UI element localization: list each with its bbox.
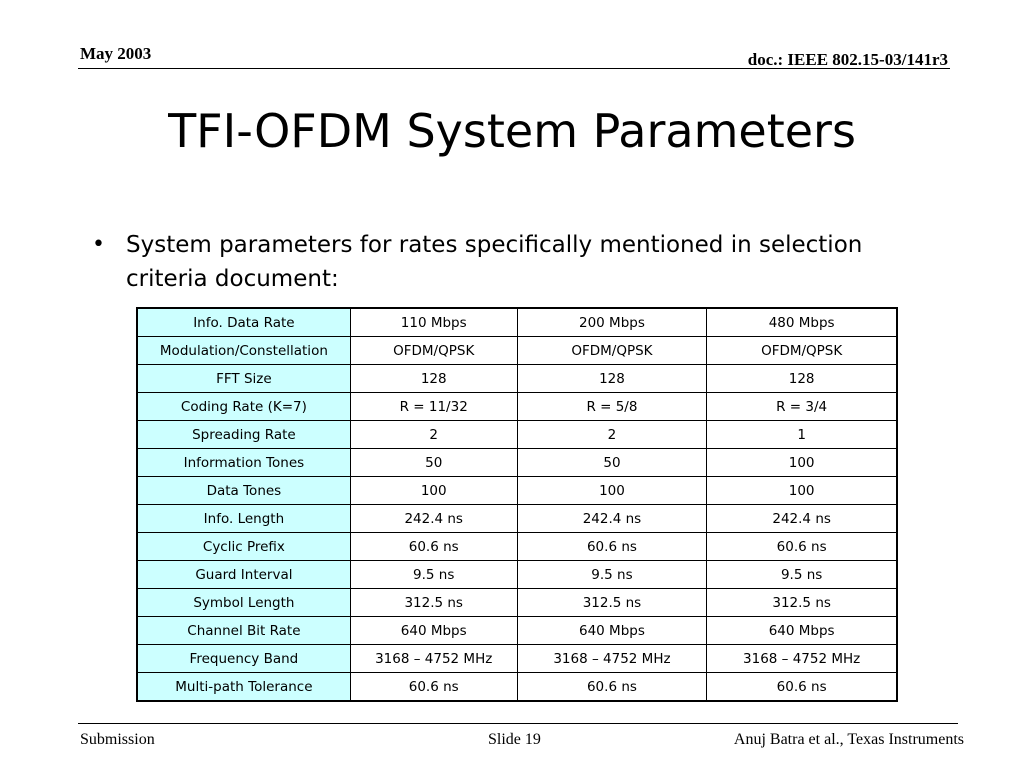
- table-cell: R = 5/8: [516, 392, 708, 421]
- table-cell: 60.6 ns: [349, 532, 518, 561]
- table-cell: 60.6 ns: [516, 532, 708, 561]
- table-row: Modulation/Constellation OFDM/QPSK OFDM/QP…: [136, 336, 898, 365]
- table-cell: 3168 – 4752 MHz: [706, 644, 898, 673]
- table-row: Info. Length 242.4 ns 242.4 ns 242.4 ns: [136, 504, 898, 533]
- table-cell: 3168 – 4752 MHz: [349, 644, 518, 673]
- table-cell: 100: [349, 476, 518, 505]
- table-cell: 60.6 ns: [349, 672, 518, 702]
- table-cell: 9.5 ns: [516, 560, 708, 589]
- table-cell: 242.4 ns: [706, 504, 898, 533]
- table-cell: OFDM/QPSK: [349, 336, 518, 365]
- row-label: Symbol Length: [136, 588, 351, 617]
- table-cell: 312.5 ns: [706, 588, 898, 617]
- footer-authors: Anuj Batra et al., Texas Instruments: [733, 731, 964, 748]
- row-label: Multi-path Tolerance: [136, 672, 351, 702]
- row-label: Cyclic Prefix: [136, 532, 351, 561]
- row-label: Info. Length: [136, 504, 351, 533]
- row-label: Data Tones: [136, 476, 351, 505]
- table-cell: 1: [706, 420, 898, 449]
- table-cell: 640 Mbps: [349, 616, 518, 645]
- table-cell: 60.6 ns: [706, 532, 898, 561]
- table-row: Frequency Band 3168 – 4752 MHz 3168 – 4752…: [136, 644, 898, 673]
- table-row: Information Tones 50 50 100: [136, 448, 898, 477]
- bullet-text: System parameters for rates specifically…: [126, 232, 863, 292]
- table-cell: 100: [706, 476, 898, 505]
- table-cell: 110 Mbps: [349, 307, 518, 337]
- table-cell: R = 11/32: [349, 392, 518, 421]
- table-cell: R = 3/4: [706, 392, 898, 421]
- row-label: Modulation/Constellation: [136, 336, 351, 365]
- table-row: Multi-path Tolerance 60.6 ns 60.6 ns 60.6 n…: [136, 672, 898, 702]
- table-cell: 2: [349, 420, 518, 449]
- table-cell: 242.4 ns: [516, 504, 708, 533]
- table-row: FFT Size 128 128 128: [136, 364, 898, 393]
- table-cell: OFDM/QPSK: [516, 336, 708, 365]
- row-label: Spreading Rate: [136, 420, 351, 449]
- table-cell: 312.5 ns: [349, 588, 518, 617]
- table-row: Guard Interval 9.5 ns 9.5 ns 9.5 ns: [136, 560, 898, 589]
- bullet-icon: •: [92, 232, 105, 257]
- header-doc-id: doc.: IEEE 802.15-03/141r3: [747, 50, 948, 69]
- table-row: Channel Bit Rate 640 Mbps 640 Mbps 640 Mbps: [136, 616, 898, 645]
- table-cell: 640 Mbps: [706, 616, 898, 645]
- row-label: FFT Size: [136, 364, 351, 393]
- header-divider: [78, 68, 950, 69]
- table-cell: 60.6 ns: [516, 672, 708, 702]
- table-cell: 480 Mbps: [706, 307, 898, 337]
- table-row: Spreading Rate 2 2 1: [136, 420, 898, 449]
- table-row: Coding Rate (K=7) R = 11/32 R = 5/8 R = 3/4: [136, 392, 898, 421]
- table-cell: 100: [706, 448, 898, 477]
- table-cell: 2: [516, 420, 708, 449]
- table-cell: OFDM/QPSK: [706, 336, 898, 365]
- table-cell: 60.6 ns: [706, 672, 898, 702]
- table-cell: 50: [516, 448, 708, 477]
- parameters-table-body: Info. Data Rate 110 Mbps 200 Mbps 480 Mbps M…: [136, 307, 898, 702]
- table-cell: 50: [349, 448, 518, 477]
- table-cell: 128: [349, 364, 518, 393]
- row-label: Guard Interval: [136, 560, 351, 589]
- table-row: Data Tones 100 100 100: [136, 476, 898, 505]
- footer-submission: Submission: [80, 731, 155, 748]
- table-cell: 100: [516, 476, 708, 505]
- table-cell: 9.5 ns: [706, 560, 898, 589]
- row-label: Channel Bit Rate: [136, 616, 351, 645]
- table-cell: 242.4 ns: [349, 504, 518, 533]
- table-row: Symbol Length 312.5 ns 312.5 ns 312.5 ns: [136, 588, 898, 617]
- table-cell: 128: [516, 364, 708, 393]
- footer-slide-number: Slide 19: [488, 731, 541, 748]
- table-cell: 3168 – 4752 MHz: [516, 644, 708, 673]
- table-cell: 128: [706, 364, 898, 393]
- table-cell: 312.5 ns: [516, 588, 708, 617]
- table-row: Cyclic Prefix 60.6 ns 60.6 ns 60.6 ns: [136, 532, 898, 561]
- footer-divider: [78, 723, 958, 724]
- slide-title: TFI-OFDM System Parameters: [168, 104, 856, 158]
- row-label: Coding Rate (K=7): [136, 392, 351, 421]
- table-cell: 9.5 ns: [349, 560, 518, 589]
- header-date: May 2003: [80, 44, 152, 63]
- row-label: Info. Data Rate: [136, 307, 351, 337]
- table-row: Info. Data Rate 110 Mbps 200 Mbps 480 Mbps: [136, 307, 898, 337]
- table-cell: 640 Mbps: [516, 616, 708, 645]
- row-label: Information Tones: [136, 448, 351, 477]
- table-cell: 200 Mbps: [516, 307, 708, 337]
- row-label: Frequency Band: [136, 644, 351, 673]
- parameters-table: Info. Data Rate 110 Mbps 200 Mbps 480 Mbps M…: [136, 307, 898, 702]
